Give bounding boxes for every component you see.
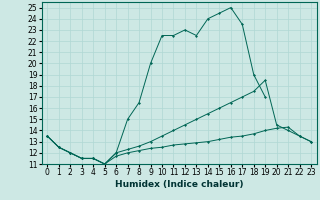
X-axis label: Humidex (Indice chaleur): Humidex (Indice chaleur): [115, 180, 244, 189]
